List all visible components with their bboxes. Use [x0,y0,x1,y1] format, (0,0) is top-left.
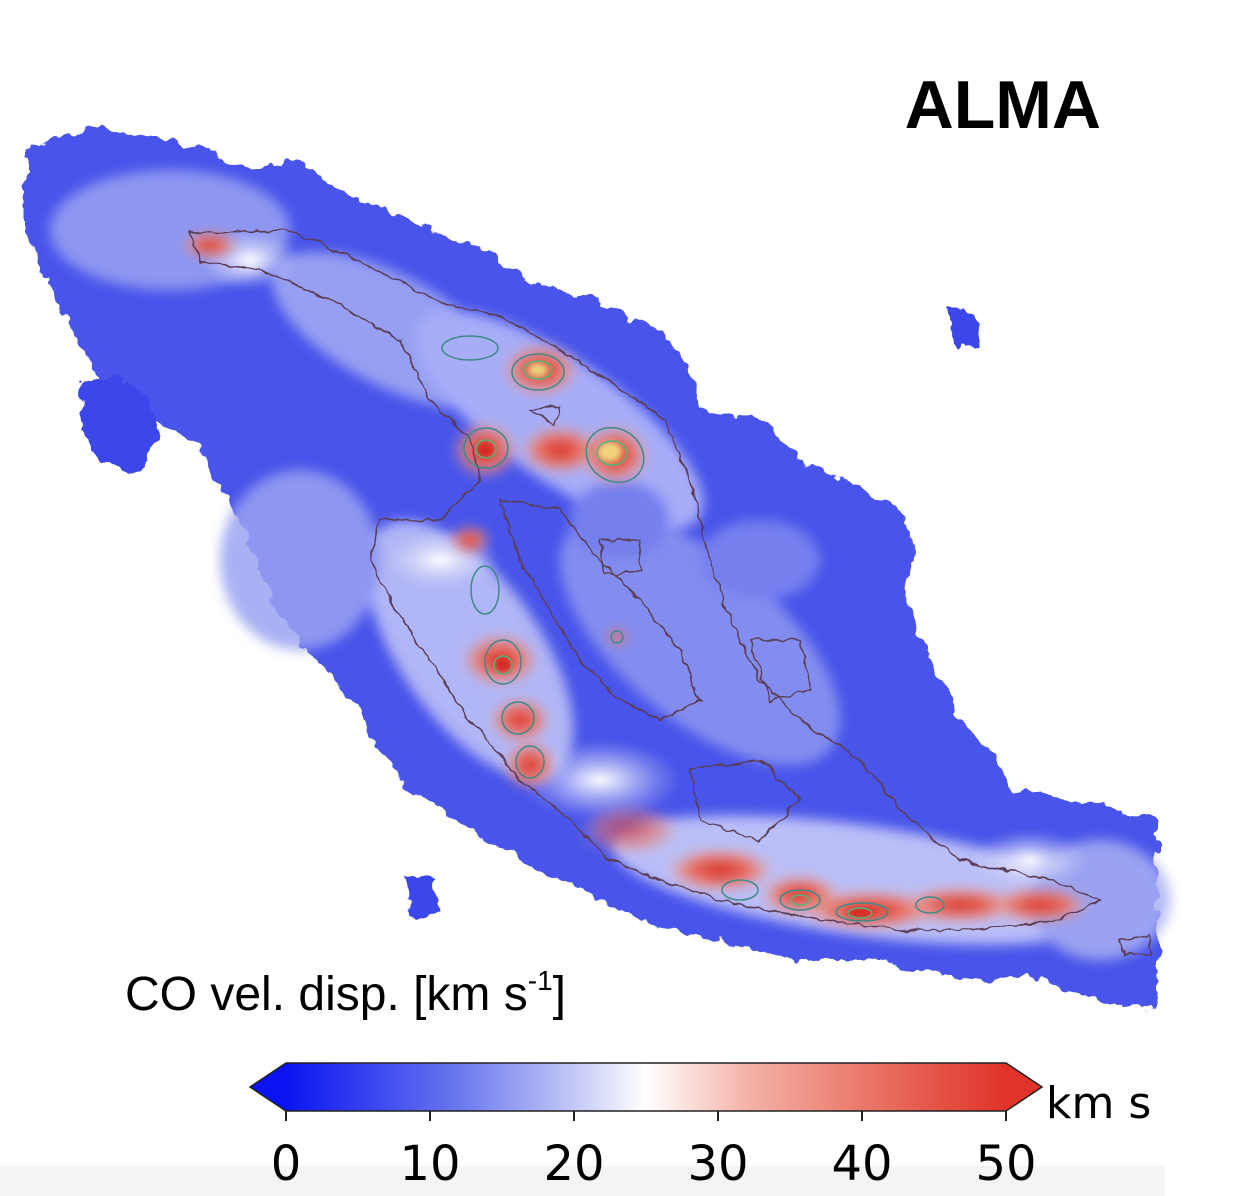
colorbar: 0 10 20 30 40 50 km s [248,1062,1151,1192]
contour-inner [441,335,499,361]
contour-inner [585,426,645,484]
contour-inner [790,894,810,906]
outer-clump [948,308,980,348]
contour-inner [847,907,873,919]
contour-outer [498,498,702,721]
colorbar-label: CO vel. disp. [km s-1] [125,965,566,1021]
contour-inner [470,565,500,615]
contour-inner [515,745,545,779]
contour-inner [835,902,889,922]
colorbar-extend-high [1006,1063,1042,1111]
contour-inner [721,879,759,901]
outer-clump [405,875,440,920]
colorbar-label-main: CO vel. disp. [km s [125,968,528,1021]
contour-outer [527,404,562,427]
colorbar-tick-label: 0 [271,1136,302,1192]
outer-clump [80,378,160,470]
velocity-dispersion-map [25,126,1170,1010]
colorbar-tick-label: 10 [399,1136,460,1192]
colorbar-label-exponent: -1 [528,965,553,996]
figure-title: ALMA [905,67,1101,143]
colorbar-extend-low [250,1063,286,1111]
colorbar-tick-label: 30 [687,1136,748,1192]
colorbar-tick-label: 50 [975,1136,1036,1192]
colorbar-label-close: ] [553,968,566,1021]
contour-inner [511,353,565,391]
contour-outer [1118,934,1151,956]
contour-inner [523,360,553,380]
contour-inner [610,630,624,644]
colorbar-unit: km s [1046,1078,1151,1129]
colorbar-gradient [286,1063,1006,1111]
colorbar-tick-label: 20 [543,1136,604,1192]
contour-inner [596,440,628,466]
contour-inner [493,655,513,675]
contour-inner [463,427,509,469]
contour-inner [915,896,945,914]
contour-outer [599,539,641,576]
contour-inner [779,889,821,911]
contour-inner [484,639,522,685]
contour-outer [689,759,802,841]
contour-outer [748,639,811,701]
bottom-strip [0,1166,1165,1196]
contour-inner [501,701,535,735]
contour-inner [475,439,497,459]
colorbar-tick-label: 40 [831,1136,892,1192]
